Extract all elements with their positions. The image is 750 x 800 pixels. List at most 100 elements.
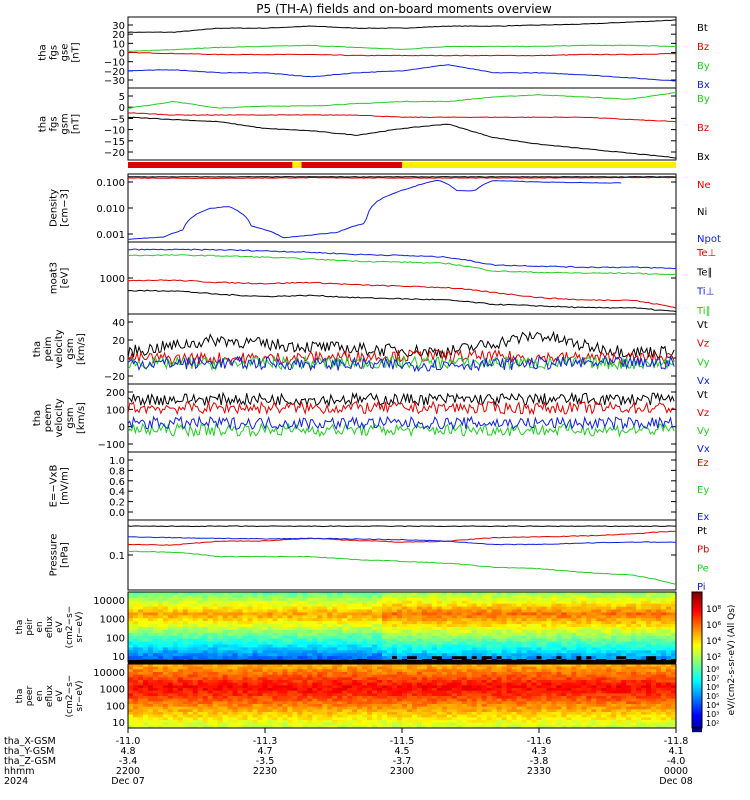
spectrogram-cell — [182, 712, 189, 716]
spectrogram-cell — [446, 641, 453, 645]
spectrogram-cell — [406, 666, 413, 670]
spectrogram-cell — [546, 666, 552, 670]
spectrogram-cell — [581, 600, 587, 605]
spectrogram-cell — [237, 600, 244, 605]
spectrogram-cell — [416, 674, 423, 678]
spectrogram-cell — [237, 669, 244, 673]
spectrogram-cell — [297, 609, 303, 613]
spectrogram-cell — [416, 656, 423, 660]
spectrogram-cell — [382, 685, 388, 689]
spectrogram-cell — [147, 664, 154, 668]
spectrogram-cell — [337, 717, 343, 721]
spectrogram-cell — [661, 594, 667, 599]
spectrogram-cell — [416, 722, 423, 726]
spectrogram-cell — [312, 621, 318, 625]
spectrogram-cell — [297, 644, 303, 648]
spectrogram-cell — [631, 594, 637, 599]
spectrogram-cell — [576, 650, 582, 654]
spectrogram-cell — [466, 704, 473, 708]
spectrogram-cell — [471, 656, 478, 660]
spectrogram-cell — [162, 656, 169, 660]
spectrogram-cell — [606, 641, 612, 645]
spectrogram-cell — [202, 641, 209, 645]
spectrogram-cell — [426, 714, 433, 718]
spectrogram-cell — [446, 698, 453, 702]
spectrogram-cell — [132, 706, 139, 710]
spectrogram-cell — [481, 693, 488, 697]
spectrogram-cell — [516, 624, 523, 628]
spectrogram-cell — [187, 701, 194, 705]
spectrogram-cell — [322, 677, 328, 681]
spectrogram-cell — [406, 600, 413, 605]
spectrogram-cell — [232, 725, 239, 729]
spectrogram-cell — [362, 629, 368, 634]
spectrogram-cell — [327, 615, 333, 619]
spectrogram-cell — [192, 635, 199, 640]
spectrogram-cell — [302, 709, 308, 713]
spectrogram-cell — [347, 647, 353, 651]
spectrogram-cell — [382, 609, 388, 613]
spectrogram-cell — [242, 669, 249, 673]
spectrogram-cell — [307, 597, 313, 602]
spectrogram-cell — [476, 712, 483, 716]
spectrogram-cell — [387, 632, 393, 637]
spectrogram-cell — [147, 717, 154, 721]
spectrogram-cell — [461, 666, 468, 670]
spectrogram-cell — [661, 647, 667, 651]
spectrogram-cell — [526, 706, 533, 710]
spectrogram-cell — [182, 618, 189, 622]
y-axis-label: [km/s] — [76, 333, 87, 365]
spectrogram-cell — [287, 698, 293, 702]
spectrogram-cell — [661, 650, 667, 654]
spectrogram-cell — [237, 706, 244, 710]
spectrogram-cell — [247, 696, 254, 700]
spectrogram-cell — [152, 635, 159, 640]
spectrogram-cell — [192, 696, 199, 700]
spectrogram-cell — [197, 656, 204, 660]
spectrogram-cell — [397, 627, 403, 631]
spectrogram-cell — [217, 720, 224, 724]
spectrogram-cell — [451, 666, 458, 670]
spectrogram-cell — [307, 647, 313, 651]
spectrogram-cell — [666, 597, 672, 602]
spectrogram-cell — [317, 594, 323, 599]
spectrogram-cell — [466, 612, 473, 616]
spectrogram-cell — [327, 717, 333, 721]
spectrogram-cell — [566, 594, 572, 599]
spectrogram-cell — [152, 644, 159, 648]
spectrogram-cell — [531, 677, 538, 681]
spectrogram-cell — [671, 597, 677, 602]
spectrogram-cell — [431, 647, 438, 651]
spectrogram-cell — [317, 704, 323, 708]
spectrogram-cell — [212, 688, 219, 692]
spectrogram-cell — [192, 701, 199, 705]
spectrogram-cell — [147, 647, 154, 651]
spectrogram-cell — [661, 606, 667, 610]
spectrogram-cell — [436, 635, 443, 640]
spectrogram-cell — [536, 685, 542, 689]
spectrogram-cell — [312, 609, 318, 613]
spectrogram-cell — [521, 641, 528, 645]
spectrogram-cell — [551, 644, 557, 648]
spectrogram-cell — [292, 650, 298, 654]
spectrogram-cell — [416, 612, 423, 616]
spectrogram-cell — [411, 641, 418, 645]
spectrogram-cell — [521, 632, 528, 637]
spectrogram-cell — [237, 641, 244, 645]
spectrogram-cell — [237, 677, 244, 681]
spectrogram-cell — [581, 594, 587, 599]
spectrogram-cell — [292, 647, 298, 651]
spectrogram-cell — [292, 685, 298, 689]
spectrogram-cell — [486, 638, 493, 643]
spectrogram-cell — [312, 672, 318, 676]
spectrogram-cell — [222, 664, 229, 668]
spectrogram-cell — [551, 638, 557, 643]
spectrogram-cell — [128, 621, 134, 625]
spectrogram-cell — [222, 647, 229, 651]
spectrogram-cell — [466, 690, 473, 694]
spectrogram-cell — [282, 706, 288, 710]
spectrogram-cell — [521, 693, 528, 697]
spectrogram-cell — [476, 701, 483, 705]
spectrogram-cell — [287, 674, 293, 678]
spectrogram-cell — [342, 641, 348, 645]
